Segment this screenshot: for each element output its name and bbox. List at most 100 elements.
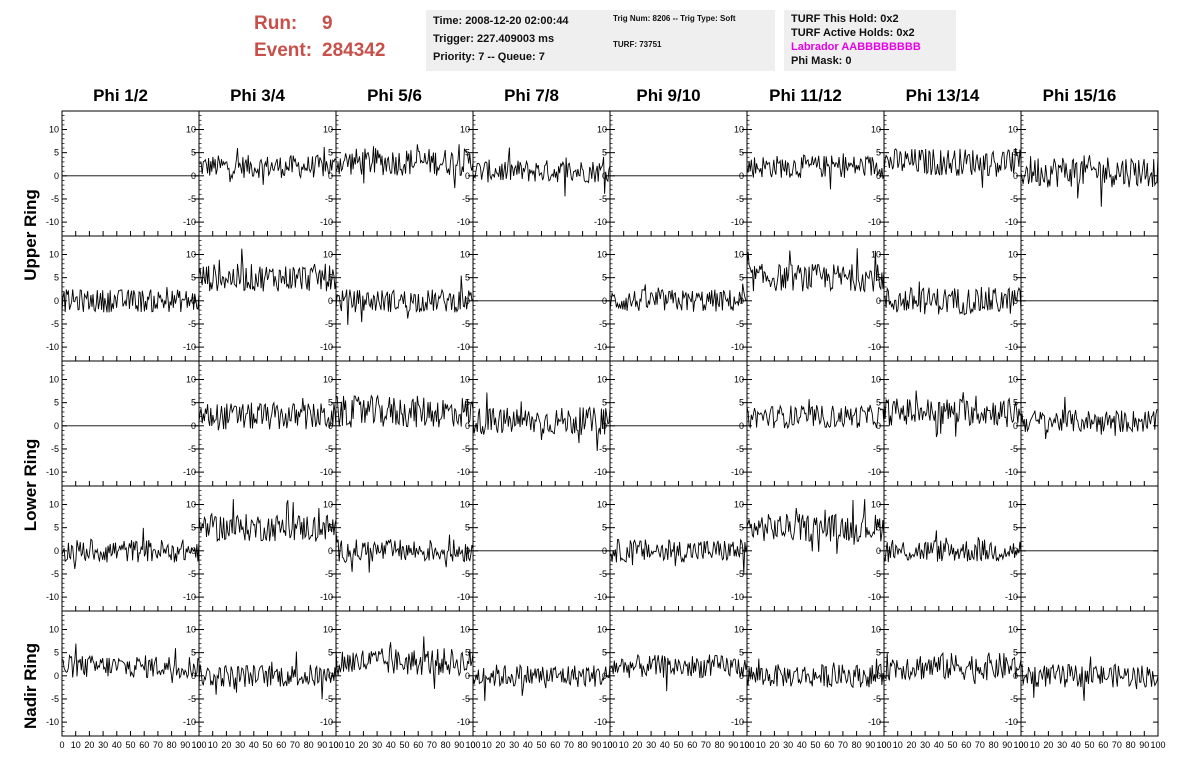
- y-tick-label: 10: [597, 375, 607, 385]
- x-tick-label: 80: [852, 740, 862, 750]
- y-tick-label: -10: [183, 217, 196, 227]
- y-tick-label: 10: [1008, 250, 1018, 260]
- x-tick-label: 90: [180, 740, 190, 750]
- y-tick-label: 0: [328, 171, 333, 181]
- y-tick-label: -10: [731, 217, 744, 227]
- column-title-phi-3-4: Phi 3/4: [230, 86, 285, 105]
- waveform-trace: [61, 527, 200, 570]
- waveform-trace: [746, 499, 885, 554]
- y-tick-label: 5: [54, 273, 59, 283]
- y-tick-label: -10: [320, 342, 333, 352]
- panel-frame: [746, 485, 885, 612]
- y-tick-label: -10: [594, 217, 607, 227]
- waveform-trace: [883, 390, 1022, 438]
- y-tick-label: 5: [739, 148, 744, 158]
- y-tick-label: 5: [328, 398, 333, 408]
- x-tick-label: 40: [386, 740, 396, 750]
- y-tick-label: 0: [191, 171, 196, 181]
- y-tick-label: 10: [460, 375, 470, 385]
- y-tick-label: -10: [183, 467, 196, 477]
- x-tick-label: 40: [1071, 740, 1081, 750]
- column-title-phi-15-16: Phi 15/16: [1042, 86, 1117, 105]
- y-tick-label: 0: [602, 296, 607, 306]
- waveform-trace: [1020, 396, 1158, 440]
- y-tick-label: 5: [328, 523, 333, 533]
- y-tick-label: 5: [602, 398, 607, 408]
- waveform-trace: [746, 153, 885, 190]
- x-tick-label: 20: [495, 740, 505, 750]
- y-tick-label: -5: [51, 444, 59, 454]
- y-tick-label: 0: [876, 421, 881, 431]
- y-tick-label: 5: [328, 273, 333, 283]
- y-tick-label: -10: [731, 717, 744, 727]
- turf-this-hold: TURF This Hold: 0x2: [791, 13, 899, 25]
- y-tick-label: 10: [323, 125, 333, 135]
- x-tick-label: 20: [632, 740, 642, 750]
- waveform-trace: [472, 147, 611, 197]
- y-tick-label: -10: [46, 717, 59, 727]
- trigger-info-panel: Trig Num: 8206 -- Trig Type: Soft TURF: …: [605, 10, 775, 71]
- y-tick-label: -10: [46, 342, 59, 352]
- x-tick-label: 50: [810, 740, 820, 750]
- y-tick-label: 0: [1013, 171, 1018, 181]
- y-tick-label: -5: [188, 694, 196, 704]
- x-tick-label: 90: [1002, 740, 1012, 750]
- y-tick-label: 10: [186, 500, 196, 510]
- y-tick-label: -10: [183, 592, 196, 602]
- y-tick-label: -5: [599, 569, 607, 579]
- panel-frame: [335, 610, 474, 737]
- priority-text: Priority: 7 -- Queue: 7: [433, 51, 545, 63]
- y-tick-label: -5: [325, 319, 333, 329]
- x-tick-label: 60: [687, 740, 697, 750]
- column-title-phi-11-12: Phi 11/12: [769, 86, 842, 105]
- x-tick-label: 100: [328, 740, 343, 750]
- turf-info-panel: TURF This Hold: 0x2 TURF Active Holds: 0…: [784, 10, 956, 71]
- y-tick-label: 0: [54, 421, 59, 431]
- y-tick-label: 0: [54, 296, 59, 306]
- x-tick-label: 60: [961, 740, 971, 750]
- x-tick-label: 100: [1150, 740, 1165, 750]
- x-tick-label: 20: [358, 740, 368, 750]
- y-tick-label: 10: [1008, 625, 1018, 635]
- y-tick-label: 0: [739, 671, 744, 681]
- x-tick-label: 60: [413, 740, 423, 750]
- waveform-trace: [198, 248, 337, 292]
- y-tick-label: 0: [1013, 421, 1018, 431]
- y-tick-label: 0: [602, 171, 607, 181]
- waveform-trace: [883, 530, 1022, 563]
- y-tick-label: -10: [868, 592, 881, 602]
- y-tick-label: 5: [465, 273, 470, 283]
- y-tick-label: 10: [186, 375, 196, 385]
- y-tick-label: -5: [1010, 444, 1018, 454]
- y-tick-label: 10: [49, 625, 59, 635]
- waveform-trace: [883, 281, 1022, 316]
- y-tick-label: -10: [868, 717, 881, 727]
- y-tick-label: 5: [739, 398, 744, 408]
- y-tick-label: -10: [1005, 217, 1018, 227]
- y-tick-label: 5: [1013, 523, 1018, 533]
- panel-frame: [335, 110, 474, 237]
- y-tick-label: 0: [328, 671, 333, 681]
- x-tick-label: 70: [290, 740, 300, 750]
- y-tick-label: 10: [597, 250, 607, 260]
- y-tick-label: 0: [465, 296, 470, 306]
- y-tick-label: 5: [54, 648, 59, 658]
- x-tick-label: 80: [167, 740, 177, 750]
- y-tick-label: 10: [460, 500, 470, 510]
- y-tick-label: 5: [602, 648, 607, 658]
- waveform-trace: [472, 663, 611, 701]
- y-tick-label: 5: [739, 648, 744, 658]
- y-tick-label: 10: [186, 125, 196, 135]
- y-tick-label: -5: [873, 444, 881, 454]
- y-tick-label: 5: [191, 273, 196, 283]
- trigger-text: Trigger: 227.409003 ms: [433, 33, 555, 45]
- y-tick-label: -5: [462, 319, 470, 329]
- waveform-trace: [198, 146, 337, 185]
- y-tick-label: 5: [465, 148, 470, 158]
- y-tick-label: -5: [1010, 569, 1018, 579]
- y-tick-label: -10: [320, 717, 333, 727]
- y-tick-label: 10: [49, 250, 59, 260]
- y-tick-label: 5: [876, 648, 881, 658]
- x-tick-label: 30: [98, 740, 108, 750]
- x-tick-label: 10: [1030, 740, 1040, 750]
